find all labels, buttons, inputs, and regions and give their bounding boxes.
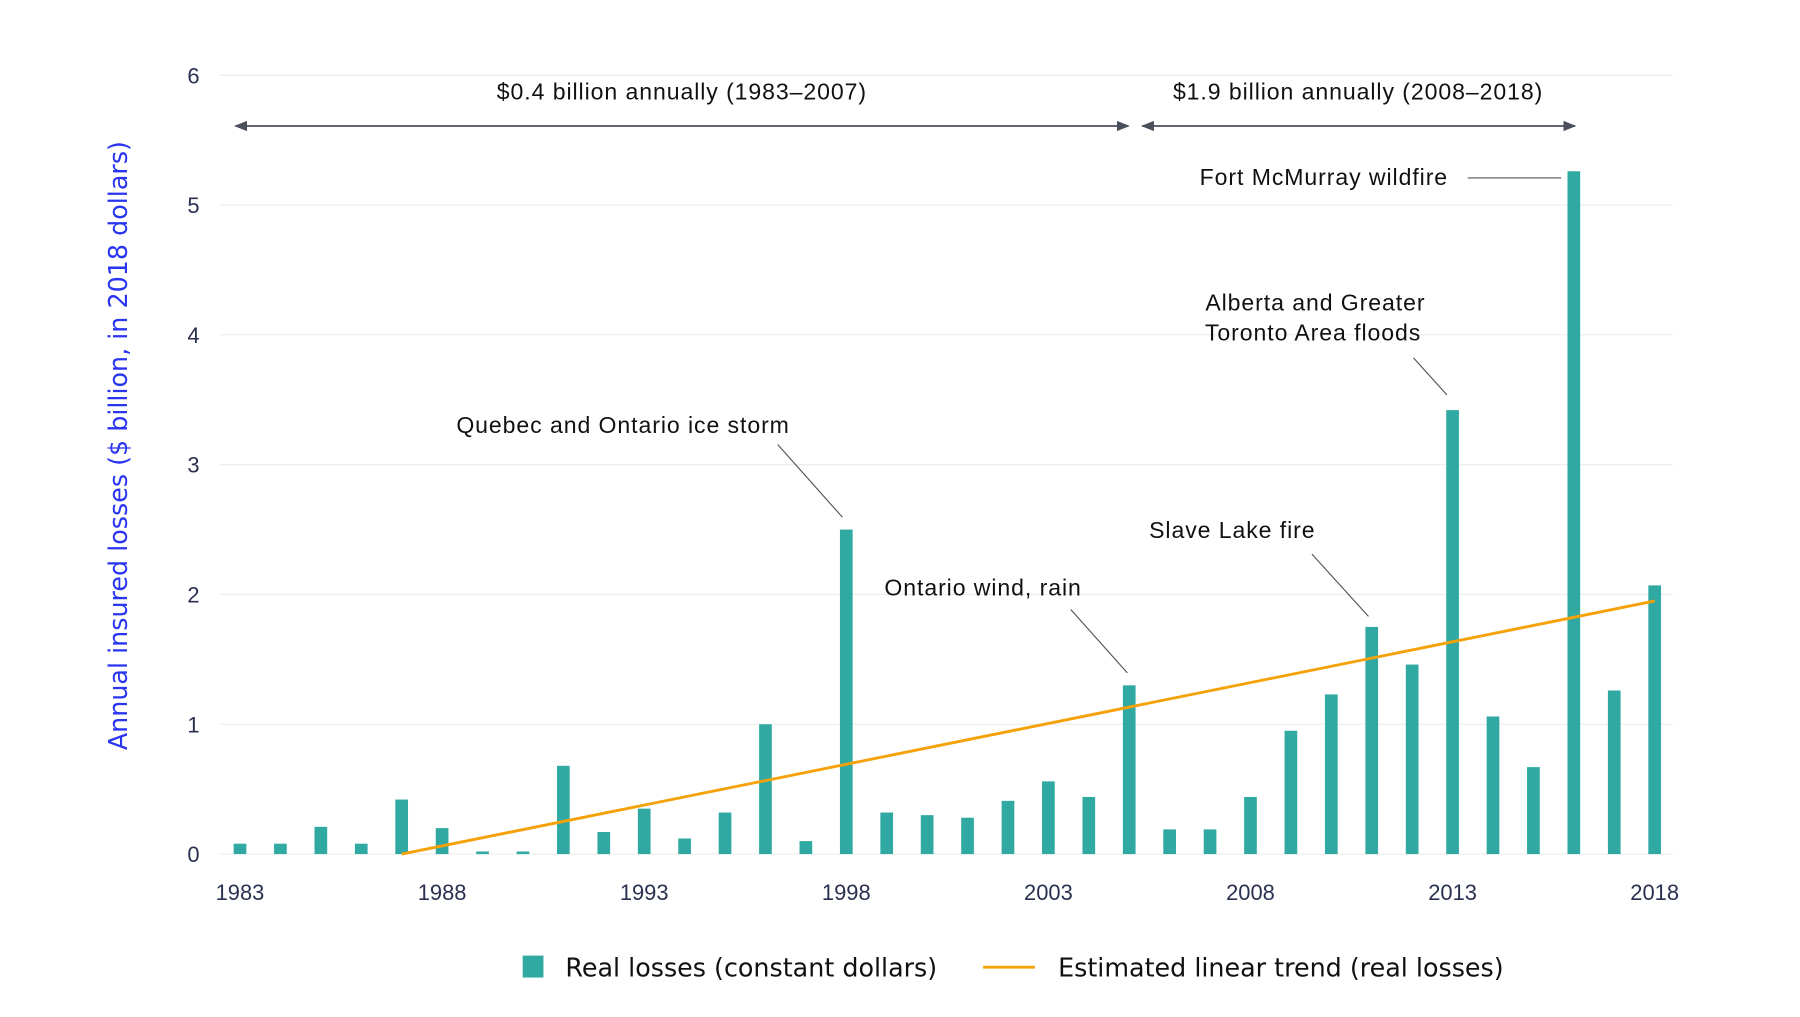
- y-tick-label: 4: [187, 323, 199, 348]
- bar-2016: [1567, 171, 1581, 855]
- bar-1995: [718, 812, 732, 855]
- legend-label-trend: Estimated linear trend (real losses): [1058, 952, 1504, 982]
- leader-slave-lake-fire: [1311, 553, 1369, 617]
- bar-2000: [920, 815, 934, 855]
- bar-2004: [1082, 796, 1096, 855]
- leader-alberta-gta-floods: [1413, 357, 1448, 396]
- bar-1989: [476, 851, 489, 855]
- bar-2003: [1042, 781, 1055, 855]
- y-tick-label: 5: [187, 193, 199, 218]
- annotation-range-2008-2018: $1.9 billion annually (2008–2018): [1173, 78, 1543, 104]
- bar-2018: [1648, 585, 1662, 855]
- annotation-ice-storm: Quebec and Ontario ice storm: [456, 412, 789, 438]
- bar-1999: [880, 812, 894, 855]
- bar-2014: [1486, 716, 1500, 855]
- annotation-alberta-gta-floods-line1: Alberta and Greater: [1205, 290, 1425, 316]
- bar-1998: [839, 529, 853, 855]
- bars: [233, 171, 1662, 855]
- annotation-alberta-gta-floods-line2: Toronto Area floods: [1205, 320, 1421, 346]
- bar-2006: [1163, 829, 1176, 855]
- legend-swatch-bars: [522, 955, 544, 978]
- trend-line: [401, 599, 1655, 856]
- bar-1996: [759, 724, 772, 855]
- bar-1991: [557, 765, 570, 855]
- x-axis-ticks: 1983 1988 1993 1998 2003 2008 2013 2018: [216, 880, 1679, 905]
- annotations: $0.4 billion annually (1983–2007) $1.9 b…: [234, 78, 1577, 674]
- x-tick-label: 2013: [1428, 880, 1477, 905]
- bar-2009: [1284, 730, 1298, 855]
- bar-1987: [395, 799, 409, 855]
- y-tick-label: 1: [187, 712, 199, 737]
- x-tick-label: 1998: [822, 880, 871, 905]
- bar-2008: [1244, 796, 1257, 855]
- y-axis-ticks: 0 1 2 3 4 5 6: [187, 63, 199, 867]
- annotation-fort-mcmurray: Fort McMurray wildfire: [1200, 164, 1448, 190]
- bar-1986: [354, 843, 368, 855]
- bar-1992: [597, 832, 611, 855]
- bar-1997: [799, 841, 813, 855]
- annotation-ontario-wind-rain: Ontario wind, rain: [884, 575, 1081, 601]
- bar-2007: [1203, 829, 1217, 855]
- bar-2005: [1122, 685, 1136, 855]
- annotation-range-1983-2007: $0.4 billion annually (1983–2007): [497, 78, 867, 104]
- bar-2001: [961, 817, 974, 855]
- y-tick-label: 2: [187, 583, 199, 608]
- bar-2010: [1324, 694, 1338, 855]
- x-tick-label: 1988: [418, 880, 467, 905]
- y-tick-label: 0: [187, 842, 199, 867]
- bar-2015: [1527, 767, 1540, 855]
- y-tick-label: 6: [187, 63, 199, 88]
- gridlines: [219, 74, 1674, 855]
- annotation-slave-lake-fire: Slave Lake fire: [1149, 517, 1315, 543]
- bar-2017: [1607, 690, 1621, 855]
- x-tick-label: 2008: [1226, 880, 1275, 905]
- leader-ontario-wind-rain: [1070, 609, 1128, 674]
- legend-label-bars: Real losses (constant dollars): [565, 952, 937, 982]
- legend: Real losses (constant dollars) Estimated…: [522, 952, 1504, 982]
- bar-1990: [516, 851, 530, 855]
- x-tick-label: 2018: [1630, 880, 1679, 905]
- bar-1985: [314, 826, 328, 855]
- x-tick-label: 2003: [1024, 880, 1073, 905]
- bar-1993: [637, 808, 651, 855]
- bar-1984: [274, 843, 287, 855]
- bar-1988: [435, 828, 449, 855]
- bar-1983: [233, 843, 247, 855]
- bar-2012: [1405, 664, 1419, 855]
- x-tick-label: 1983: [216, 880, 265, 905]
- y-axis-label: Annual insured losses ($ billion, in 201…: [103, 141, 133, 750]
- bar-2002: [1001, 800, 1015, 855]
- bar-2013: [1446, 410, 1459, 855]
- x-tick-label: 1993: [620, 880, 669, 905]
- bar-2011: [1365, 626, 1379, 855]
- y-tick-label: 3: [187, 453, 199, 478]
- bar-1994: [678, 838, 691, 855]
- leader-ice-storm: [777, 444, 843, 518]
